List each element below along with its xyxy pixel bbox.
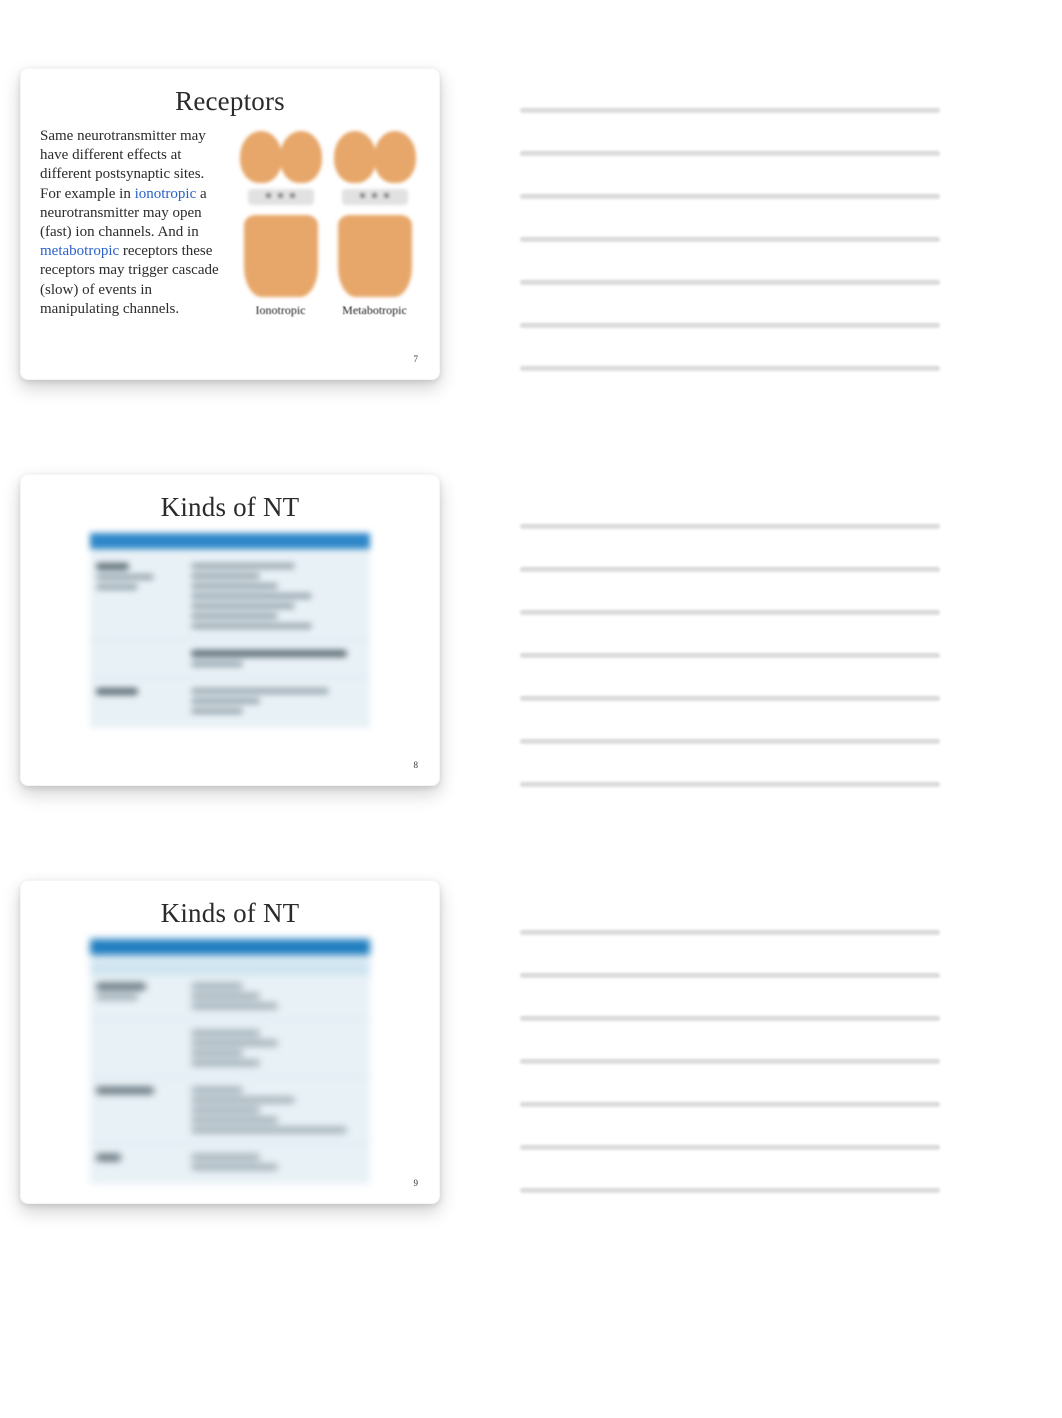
postsynaptic-cell: [244, 215, 318, 297]
slide-text: Same neurotransmitter may have different…: [40, 127, 235, 319]
note-line: [520, 194, 940, 199]
note-line: [520, 1059, 940, 1064]
slide-wrap-2: Kinds of NT 8: [20, 474, 460, 787]
postsynaptic-cell: [338, 215, 412, 297]
note-line: [520, 1145, 940, 1150]
note-line: [520, 1016, 940, 1021]
caption-metabotropic: Metabotropic: [336, 303, 414, 318]
slide-wrap-1: Receptors Same neurotransmitter may have…: [20, 68, 460, 380]
note-line: [520, 237, 940, 242]
notes-area-2: [520, 474, 940, 787]
note-line: [520, 610, 940, 615]
slide-kinds-nt-1: Kinds of NT 8: [20, 474, 440, 786]
slide-title: Kinds of NT: [40, 898, 420, 929]
slide-body: Same neurotransmitter may have different…: [40, 127, 420, 319]
slide-title: Kinds of NT: [40, 492, 420, 523]
page-number: 9: [414, 1178, 419, 1188]
handout-row-3: Kinds of NT 9: [0, 880, 1062, 1204]
page-number: 8: [414, 760, 419, 770]
note-line: [520, 366, 940, 371]
page-number: 7: [414, 354, 419, 364]
note-line: [520, 696, 940, 701]
slide-kinds-nt-2: Kinds of NT 9: [20, 880, 440, 1204]
caption-ionotropic: Ionotropic: [242, 303, 320, 318]
note-line: [520, 973, 940, 978]
receptor-figure: Ionotropic Metabotropic: [235, 127, 420, 319]
link-metabotropic: metabotropic: [40, 243, 119, 259]
note-line: [520, 782, 940, 787]
note-line: [520, 567, 940, 572]
synapse-ionotropic: [242, 127, 320, 297]
note-line: [520, 151, 940, 156]
note-line: [520, 1188, 940, 1193]
note-line: [520, 739, 940, 744]
notes-area-1: [520, 68, 940, 380]
note-line: [520, 524, 940, 529]
handout-row-1: Receptors Same neurotransmitter may have…: [0, 68, 1062, 380]
note-line: [520, 280, 940, 285]
slide-wrap-3: Kinds of NT 9: [20, 880, 460, 1204]
slide-title: Receptors: [40, 86, 420, 117]
nt-table-blurred: [90, 533, 370, 728]
link-ionotropic: ionotropic: [135, 186, 197, 202]
note-line: [520, 930, 940, 935]
note-line: [520, 108, 940, 113]
note-line: [520, 323, 940, 328]
slide-receptors: Receptors Same neurotransmitter may have…: [20, 68, 440, 380]
note-line: [520, 653, 940, 658]
note-line: [520, 1102, 940, 1107]
synapse-metabotropic: [336, 127, 414, 297]
nt-table-blurred: [90, 939, 370, 1184]
notes-area-3: [520, 880, 940, 1204]
handout-row-2: Kinds of NT 8: [0, 474, 1062, 787]
synapse-pair: [242, 127, 414, 297]
figure-captions: Ionotropic Metabotropic: [242, 303, 414, 318]
